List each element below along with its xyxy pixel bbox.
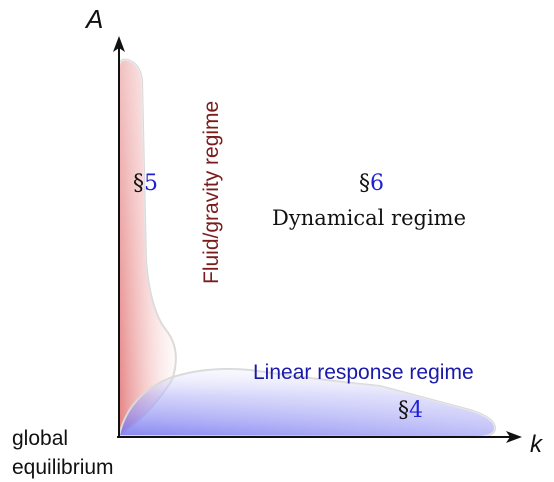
x-axis-label: k — [530, 431, 544, 458]
section-5-label: §5 — [133, 171, 158, 196]
linear-regime-label: Linear response regime — [253, 361, 474, 384]
section-4-label: §4 — [398, 398, 423, 423]
origin-label-line1: global — [12, 427, 68, 450]
fluid-regime-label: Fluid/gravity regime — [200, 101, 223, 284]
section-6-label: §6 — [359, 171, 384, 196]
y-axis-arrow — [113, 36, 125, 52]
y-axis-label: A — [84, 4, 103, 34]
x-axis-arrow — [506, 431, 522, 443]
dynamical-regime-label: Dynamical regime — [272, 206, 466, 230]
origin-label-line2: equilibrium — [12, 456, 114, 479]
